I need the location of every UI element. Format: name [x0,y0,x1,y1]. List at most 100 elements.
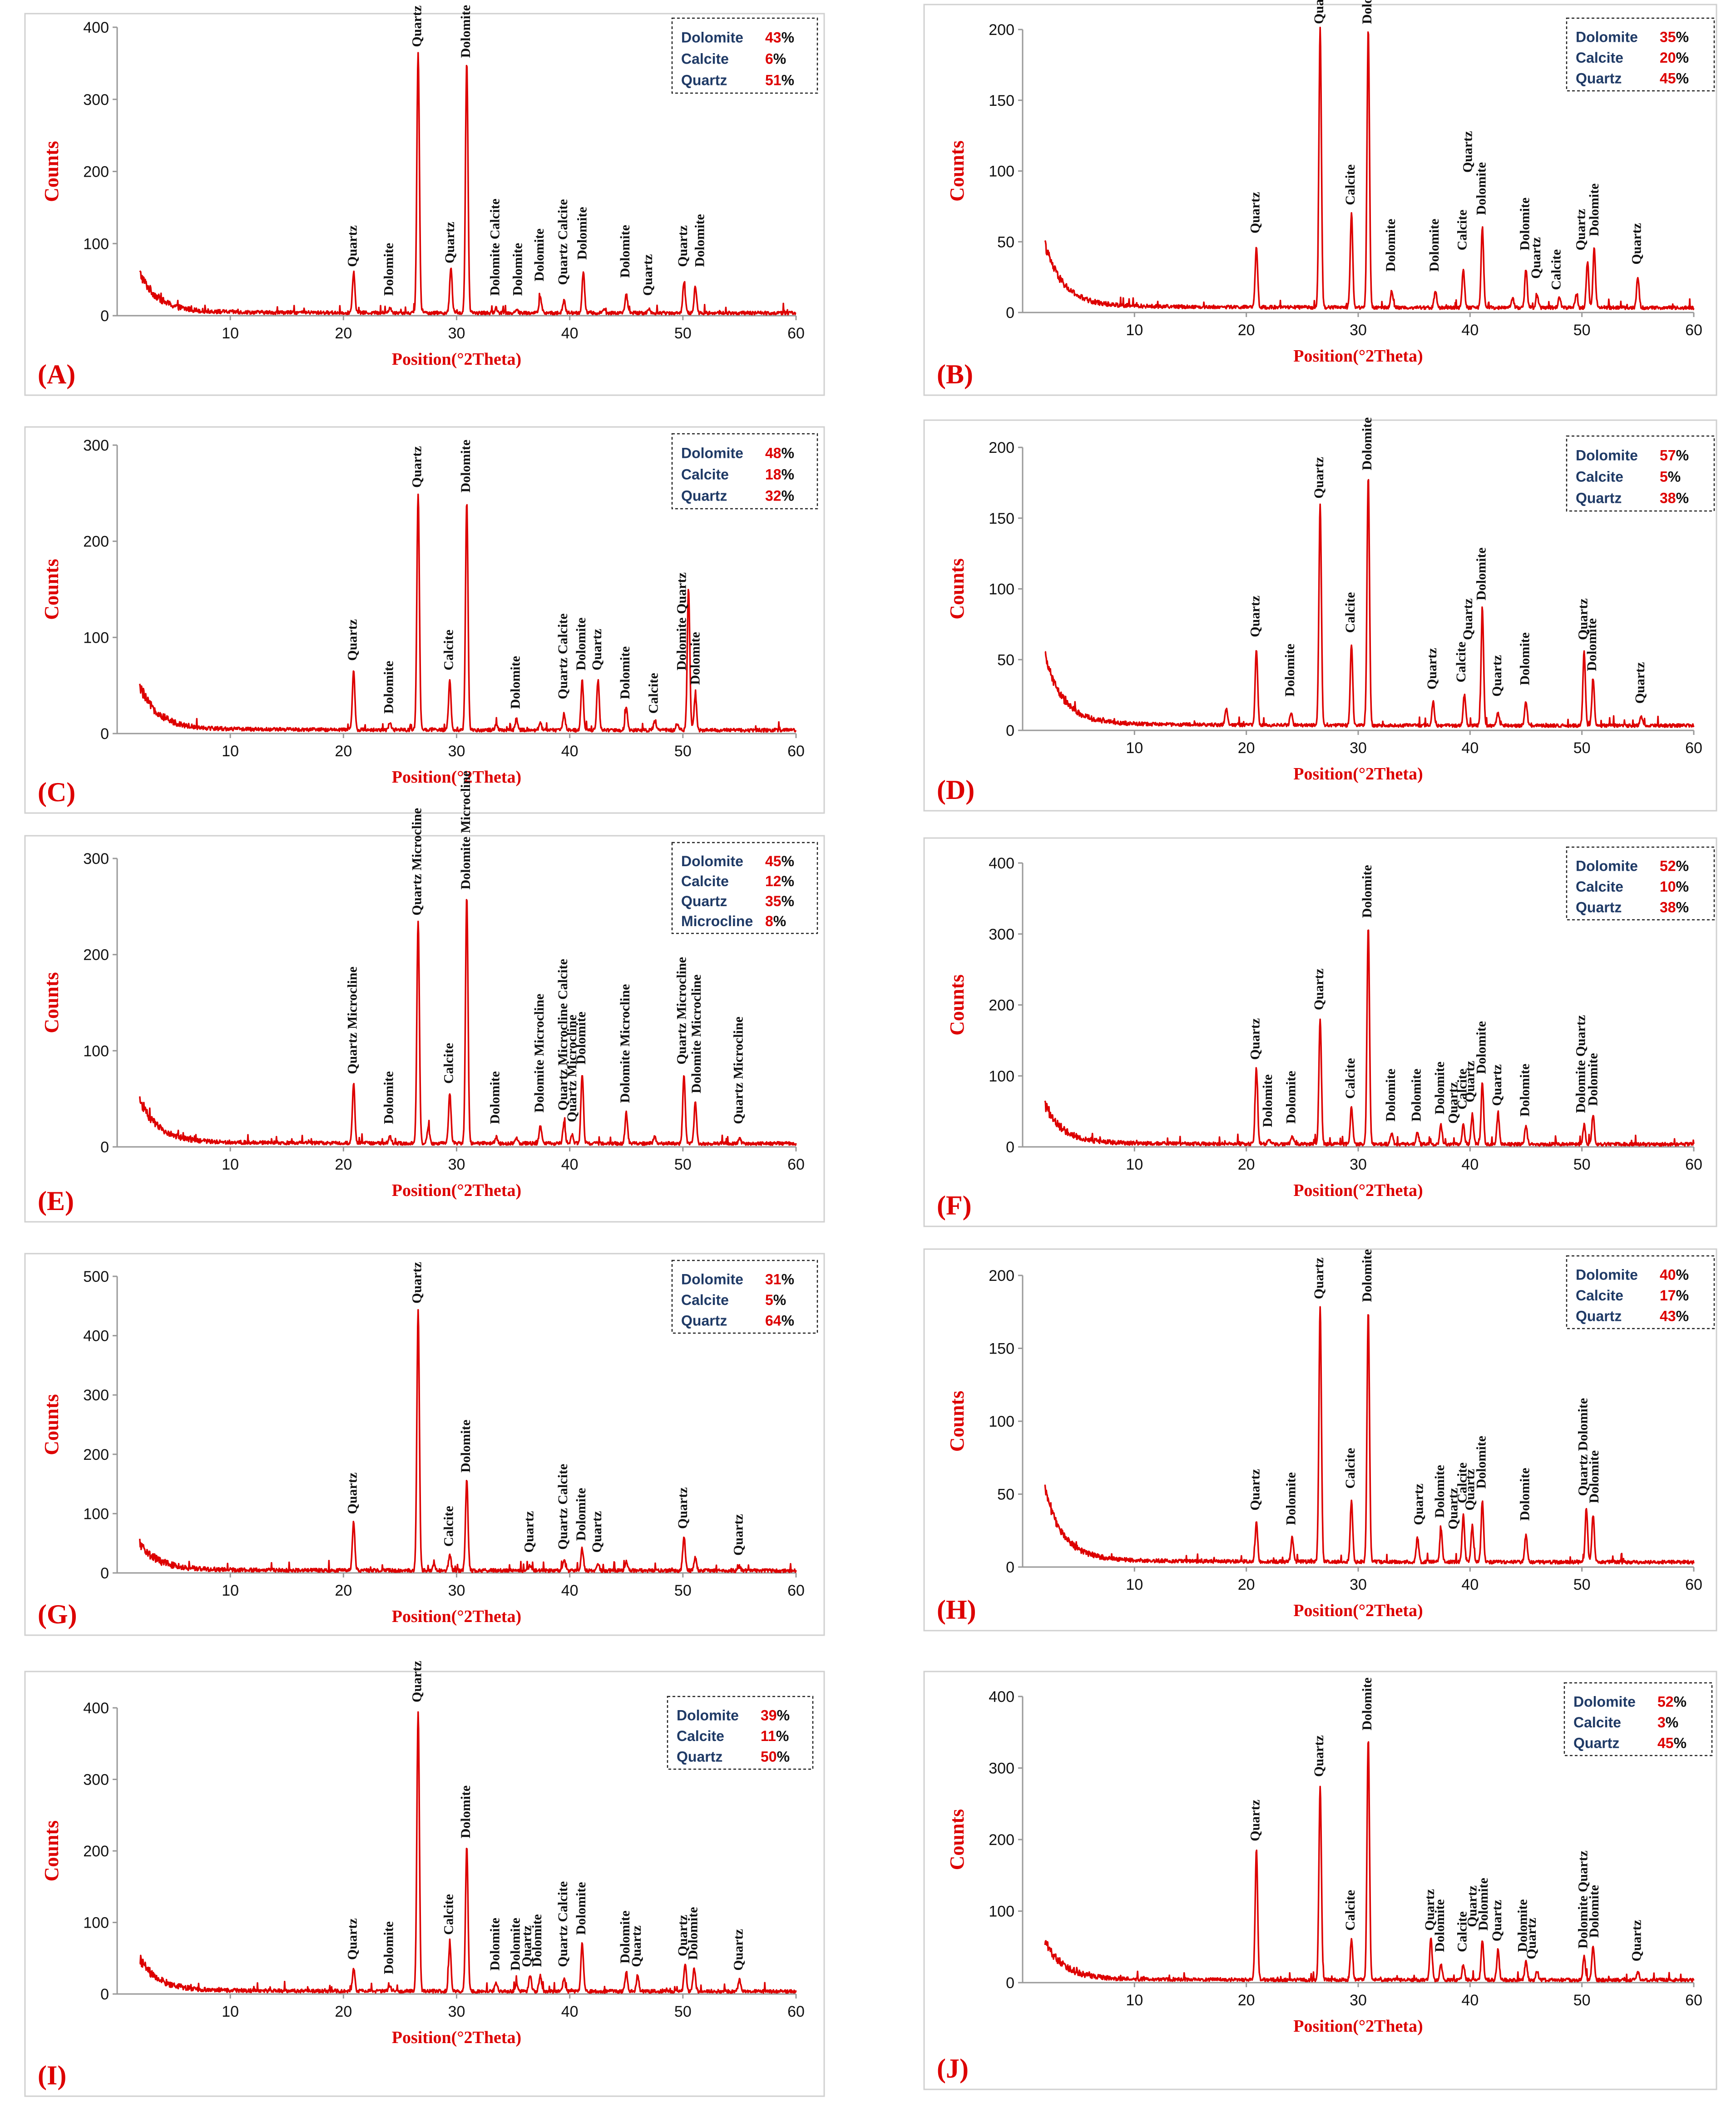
x-axis-title: Position(°2Theta) [1293,1181,1423,1200]
legend-unit: % [781,488,794,504]
peak-label: Quartz [675,1915,690,1956]
peak-label: Dolomite [458,1419,473,1473]
peak-label: Calcite [441,1894,456,1935]
peak-label: Quartz [345,225,360,267]
x-tick-label: 10 [222,1156,239,1173]
legend-percent: 38% [1660,490,1689,506]
x-tick-label: 60 [787,1156,805,1173]
peak-label: Dolomite [1587,184,1602,237]
legend: Dolomite 52% Calcite 10% Quartz 38% [1566,846,1715,921]
peak-label: Dolomite [488,1918,503,1971]
peak-label: Calcite [1454,1463,1469,1503]
peak-label: Dolomite Quartz [1575,1850,1590,1949]
peak-label: Dolomite [1517,1064,1532,1117]
peak-label: Dolomite [1360,1677,1375,1731]
y-tick-label: 0 [1006,1559,1014,1576]
peak-label: Dolomite [574,1488,589,1541]
peak-label: Dolomite [1284,1472,1299,1525]
peak-label: Dolomite [618,646,633,699]
x-tick-label: 50 [674,2003,692,2020]
peak-label: Quartz [410,446,425,488]
y-tick-label: 500 [83,1268,109,1285]
peak-label: Dolomite [574,1882,589,1935]
peak-label: Dolomite [1383,1069,1398,1122]
y-tick-label: 400 [989,1688,1014,1706]
y-tick-label: 300 [83,1387,109,1404]
peak-label: Dolomite [381,1071,396,1124]
peak-label: Quartz [1248,595,1263,637]
x-tick-label: 20 [335,1156,352,1173]
legend-mineral: Quartz [1576,490,1622,506]
y-tick-label: 100 [989,163,1014,180]
x-tick-label: 60 [787,1582,805,1599]
peak-label: Dolomite [508,1918,523,1971]
y-tick-label: 150 [989,1340,1014,1358]
y-axis-title: Counts [946,1809,968,1870]
panel-g: 0 100 200 300 400 500 10 20 30 40 50 60 Counts Positi… [24,1253,825,1636]
peak-label: Dolomite Quartz [674,572,689,670]
legend-mineral: Calcite [1576,50,1623,66]
y-axis-title: Counts [946,140,968,202]
legend-unit: % [777,1707,790,1724]
panel-label: (I) [38,2060,66,2090]
peak-label: Quartz [1489,655,1504,697]
legend-unit: % [1676,899,1689,915]
x-tick-label: 50 [1573,322,1591,339]
y-tick-label: 200 [83,164,109,181]
peak-label: Quartz [1446,1082,1461,1124]
xrd-trace [139,1309,797,1573]
legend-box [1563,1682,1713,1756]
x-axis-title: Position(°2Theta) [392,768,521,787]
xrd-trace [139,52,796,316]
peak-label: Quartz [1311,1735,1326,1777]
xrd-trace [139,1711,797,1994]
panel-label: (B) [937,359,973,389]
x-tick-label: 10 [1126,739,1143,757]
y-tick-label: 0 [100,1139,109,1156]
legend-mineral: Microcline [681,913,753,929]
legend-percent: 45% [1660,70,1689,86]
peak-label: Dolomite [1476,1878,1491,1931]
legend-unit: % [1676,1308,1689,1324]
peak-label: Quartz [731,1514,746,1556]
peak-label: Dolomite [574,207,589,260]
panel-b: 0 50 100 150 200 10 20 30 40 50 60 Counts Position(°… [923,0,1717,396]
legend: Dolomite 35% Calcite 20% Quartz 45% [1566,17,1715,92]
peak-label: Calcite [441,1506,456,1547]
legend-mineral: Quartz [1576,70,1622,86]
x-tick-label: 30 [1350,322,1367,339]
x-tick-label: 60 [1685,1576,1702,1593]
legend-unit: % [773,51,786,67]
legend-mineral: Calcite [677,1728,724,1744]
legend-percent: 6% [765,51,786,67]
legend: Dolomite 52% Calcite 3% Quartz 45% [1563,1682,1713,1756]
x-tick-label: 50 [674,1582,692,1599]
peak-label: Quartz [1446,1488,1461,1530]
peak-label: Calcite [1454,1911,1469,1952]
peak-label: Quartz [675,1487,690,1529]
peak-label: Dolomite [1474,1436,1489,1489]
legend-percent: 32% [765,488,794,504]
peak-label: Quartz Microcline Calcite [555,959,570,1111]
x-tick-label: 20 [335,2003,352,2020]
legend-unit: % [777,1748,790,1765]
legend-unit: % [781,445,794,461]
peak-label: Quartz Calcite [555,613,570,699]
legend-mineral: Dolomite [681,30,743,46]
peak-label: Quartz [1424,648,1439,689]
x-tick-label: 60 [1685,739,1702,757]
peak-label: Quartz [345,619,360,661]
y-tick-label: 300 [83,850,109,868]
y-tick-label: 0 [100,725,109,743]
legend-mineral: Calcite [1576,878,1623,895]
y-tick-label: 50 [997,1486,1014,1503]
peak-label: Dolomite [1284,1071,1299,1124]
legend-mineral: Quartz [1573,1735,1619,1751]
legend-mineral: Dolomite [1573,1694,1636,1710]
y-tick-label: 300 [83,91,109,109]
peak-label: Dolomite [1474,547,1489,600]
x-tick-label: 30 [448,743,465,760]
x-axis-title: Position(°2Theta) [392,1607,521,1626]
peak-label: Quartz [1248,1469,1263,1511]
